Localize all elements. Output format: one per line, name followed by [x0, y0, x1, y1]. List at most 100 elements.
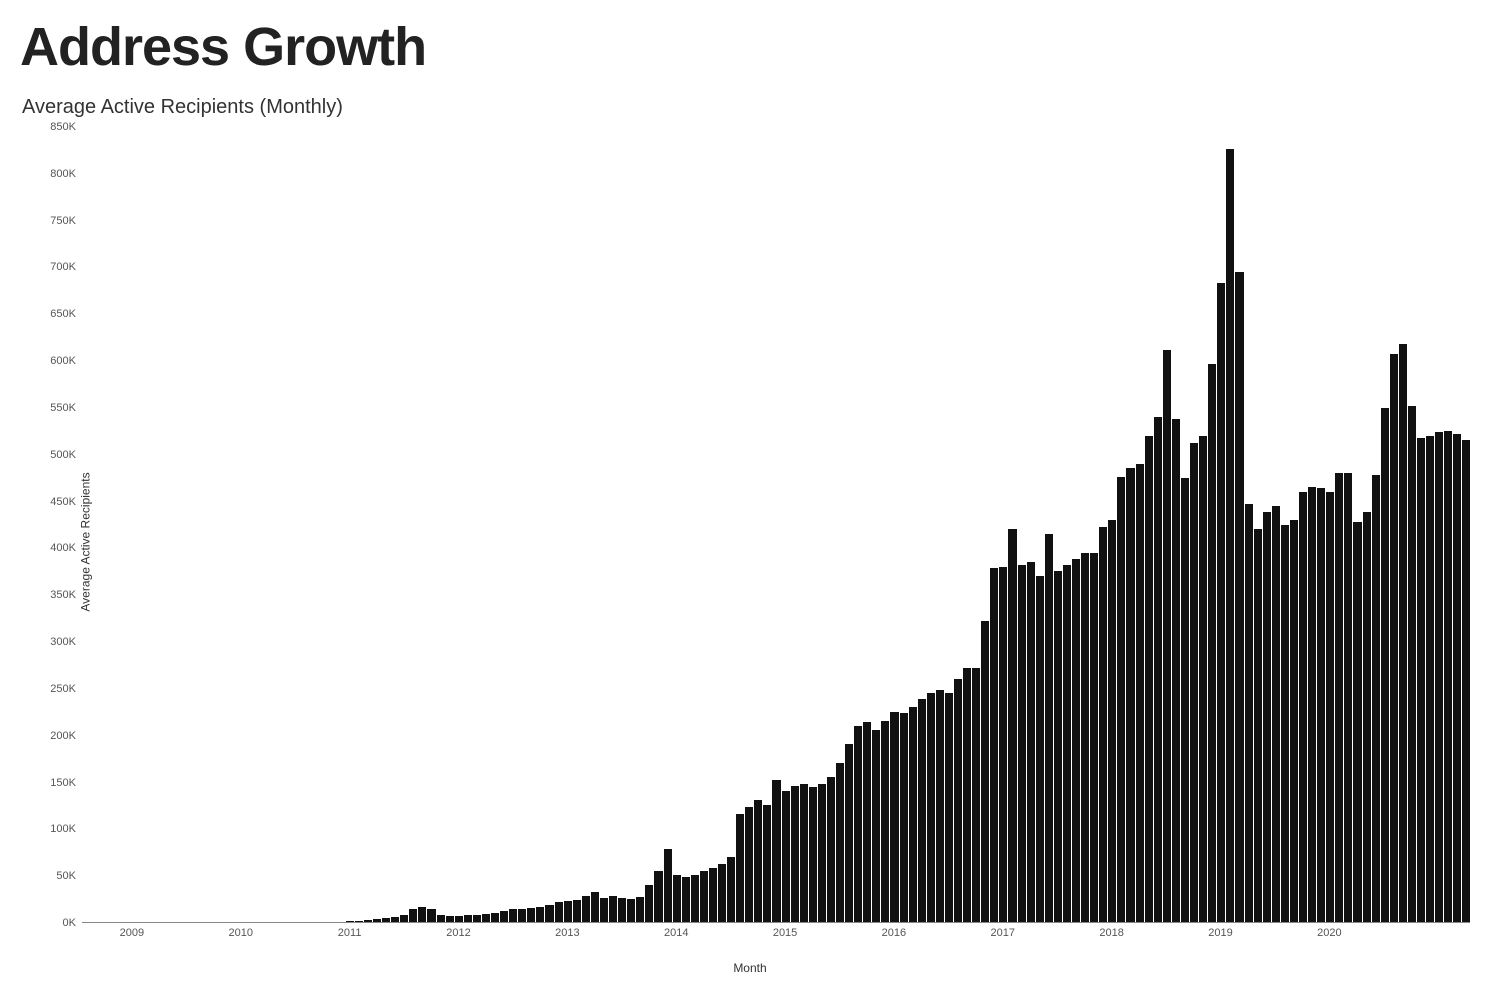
bar: [545, 905, 553, 922]
bar: [1344, 473, 1352, 922]
y-tick: 50K: [56, 870, 76, 882]
bar: [600, 898, 608, 922]
bar: [854, 726, 862, 922]
x-tick: 2019: [1208, 927, 1232, 939]
bar: [809, 787, 817, 922]
bar: [1462, 440, 1470, 922]
bar: [1027, 562, 1035, 922]
y-tick: 650K: [50, 308, 76, 320]
plot-area: [82, 127, 1470, 923]
bar: [745, 807, 753, 922]
bar: [718, 864, 726, 922]
bar: [872, 730, 880, 922]
bar: [1290, 520, 1298, 922]
bar: [527, 908, 535, 922]
bar: [1199, 436, 1207, 922]
bar: [881, 721, 889, 922]
bar: [682, 877, 690, 922]
bar: [1390, 354, 1398, 922]
bar: [890, 712, 898, 922]
bar: [664, 849, 672, 922]
bar: [645, 885, 653, 922]
bar: [818, 784, 826, 922]
bar: [909, 707, 917, 922]
x-tick: 2015: [773, 927, 797, 939]
bar: [473, 915, 481, 922]
bar: [1190, 443, 1198, 922]
bar: [1308, 487, 1316, 922]
x-tick: 2011: [338, 927, 362, 939]
bar: [945, 693, 953, 922]
y-tick: 750K: [50, 215, 76, 227]
bar: [1108, 520, 1116, 922]
x-axis-ticks: 2009201020112012201320142015201620172018…: [82, 927, 1470, 943]
bar: [954, 679, 962, 922]
bar: [382, 918, 390, 922]
bar: [518, 909, 526, 922]
bar: [900, 713, 908, 923]
chart: Average Active Recipients 0K50K100K150K2…: [20, 127, 1480, 957]
bar: [1235, 272, 1243, 922]
x-tick: 2013: [555, 927, 579, 939]
y-tick: 100K: [50, 823, 76, 835]
bar: [1263, 512, 1271, 922]
bar: [1299, 492, 1307, 922]
bar: [1081, 553, 1089, 922]
bar: [1326, 492, 1334, 922]
bar: [391, 917, 399, 922]
y-tick: 150K: [50, 777, 76, 789]
y-tick: 300K: [50, 636, 76, 648]
bar: [418, 907, 426, 922]
bar: [1245, 504, 1253, 922]
bar: [536, 907, 544, 922]
bar: [1408, 406, 1416, 922]
bar: [863, 722, 871, 922]
x-tick: 2017: [991, 927, 1015, 939]
bar: [437, 915, 445, 922]
bar: [1018, 565, 1026, 922]
bar: [636, 897, 644, 922]
page-title: Address Growth: [20, 16, 1480, 78]
bar: [1254, 529, 1262, 922]
bar: [446, 916, 454, 922]
bar: [700, 871, 708, 922]
bar: [981, 621, 989, 922]
bar: [1399, 344, 1407, 922]
x-tick: 2010: [229, 927, 253, 939]
x-tick: 2012: [446, 927, 470, 939]
bar: [355, 921, 363, 922]
chart-subtitle: Average Active Recipients (Monthly): [22, 96, 1480, 119]
bar: [754, 800, 762, 922]
bar: [1353, 522, 1361, 922]
bar: [1281, 525, 1289, 923]
bar: [1126, 468, 1134, 922]
bar: [1090, 553, 1098, 922]
bar: [927, 693, 935, 922]
bar: [1372, 475, 1380, 922]
y-tick: 550K: [50, 402, 76, 414]
bar: [963, 668, 971, 922]
bar: [1036, 576, 1044, 922]
y-tick: 200K: [50, 730, 76, 742]
bar: [500, 911, 508, 922]
bar: [1099, 527, 1107, 922]
bar: [1226, 149, 1234, 922]
bar: [1335, 473, 1343, 922]
bar: [1381, 408, 1389, 922]
bar: [1317, 488, 1325, 922]
bar: [1417, 438, 1425, 922]
bar: [1208, 364, 1216, 922]
bar: [836, 763, 844, 922]
bar: [1172, 419, 1180, 922]
bar: [1154, 417, 1162, 922]
bar: [346, 921, 354, 922]
bar: [772, 780, 780, 922]
bar: [491, 913, 499, 922]
y-tick: 250K: [50, 683, 76, 695]
bar: [1363, 512, 1371, 922]
bar: [564, 901, 572, 923]
x-tick: 2016: [882, 927, 906, 939]
bar: [455, 916, 463, 922]
y-tick: 850K: [50, 121, 76, 133]
bar: [573, 900, 581, 922]
